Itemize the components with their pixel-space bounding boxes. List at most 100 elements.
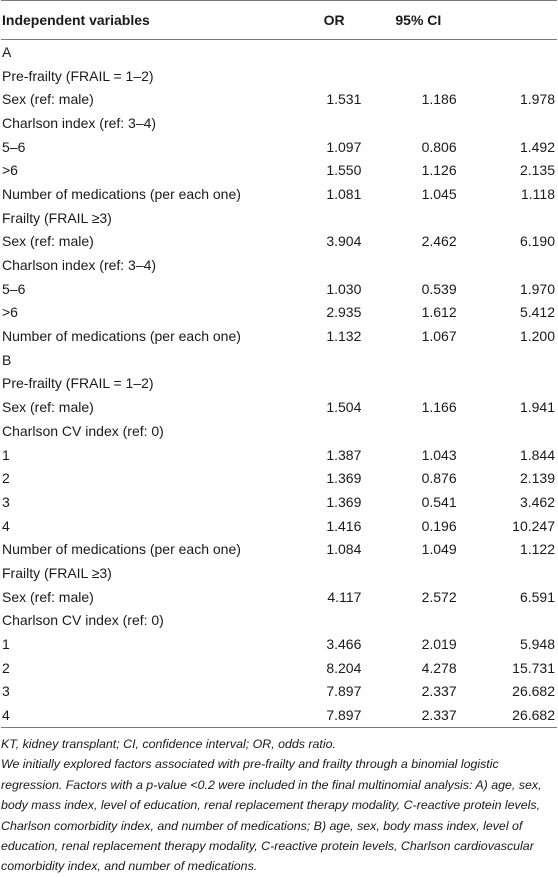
cell-or xyxy=(272,206,362,230)
cell-ci-lower: 1.612 xyxy=(421,304,457,321)
cell-ci-upper xyxy=(457,348,557,372)
cell-ci-upper xyxy=(457,609,557,633)
cell-ci-lower: 1.049 xyxy=(421,541,457,558)
table-row: Charlson index (ref: 3–4) xyxy=(1,253,557,277)
header-95-ci: 95% CI xyxy=(361,0,557,40)
cell-ci-lower xyxy=(361,111,456,135)
cell-ci-lower xyxy=(361,561,456,585)
table-row: Frailty (FRAIL ≥3) xyxy=(1,561,557,585)
cell-ci-upper xyxy=(457,419,557,443)
cell-ci-lower: 2.337 xyxy=(361,703,457,728)
cell-ci-upper: 3.462 xyxy=(519,493,555,510)
cell-ci-lower xyxy=(361,372,456,396)
table-row: Number of medications (per each one) 1.13… xyxy=(1,324,557,348)
cell-ci-upper xyxy=(457,111,557,135)
cell-ci-lower: 1.126 xyxy=(421,162,457,179)
cell-variable: Pre-frailty (FRAIL = 1–2) xyxy=(2,67,154,84)
cell-ci-upper: 26.682 xyxy=(512,683,555,700)
cell-ci-lower: 0.876 xyxy=(421,470,457,487)
cell-or: 1.387 xyxy=(326,446,362,463)
results-table: Independent variables OR 95% CI A Pre-fra… xyxy=(1,0,557,728)
cell-or: 4.117 xyxy=(327,588,362,605)
cell-ci-lower: 0.541 xyxy=(421,493,457,510)
cell-or: 1.081 xyxy=(326,185,362,202)
table-row: 5–6 1.097 0.806 1.492 xyxy=(1,135,557,159)
cell-variable: >6 xyxy=(2,304,18,321)
cell-ci-lower xyxy=(361,253,456,277)
cell-variable: Sex (ref: male) xyxy=(2,399,94,416)
cell-or xyxy=(272,40,362,64)
cell-or: 1.416 xyxy=(326,517,362,534)
cell-or xyxy=(272,348,362,372)
cell-variable: 3 xyxy=(2,683,10,700)
cell-or: 1.030 xyxy=(326,280,362,297)
cell-or xyxy=(272,64,362,88)
cell-or xyxy=(272,609,362,633)
cell-variable: Number of medications (per each one) xyxy=(2,328,241,345)
cell-ci-lower: 4.278 xyxy=(421,659,457,676)
cell-ci-lower: 2.462 xyxy=(421,233,457,250)
cell-ci-lower xyxy=(361,609,456,633)
cell-variable: Number of medications (per each one) xyxy=(2,541,241,558)
table-body: A Pre-frailty (FRAIL = 1–2) Sex (ref: male… xyxy=(1,40,557,728)
cell-or: 3.904 xyxy=(326,233,362,250)
table-row: Sex (ref: male) 1.531 1.186 1.978 xyxy=(1,87,557,111)
cell-ci-lower: 2.337 xyxy=(421,683,457,700)
cell-ci-upper xyxy=(457,253,557,277)
cell-ci-lower: 0.806 xyxy=(421,138,457,155)
cell-variable: Sex (ref: male) xyxy=(2,233,94,250)
cell-ci-upper: 5.412 xyxy=(519,304,555,321)
table-row: Sex (ref: male) 1.504 1.166 1.941 xyxy=(1,395,557,419)
table-row: >6 2.935 1.612 5.412 xyxy=(1,301,557,325)
cell-ci-lower: 0.539 xyxy=(421,280,457,297)
table-row: Charlson index (ref: 3–4) xyxy=(1,111,557,135)
table-row: Charlson CV index (ref: 0) xyxy=(1,419,557,443)
cell-or xyxy=(272,419,362,443)
cell-ci-upper xyxy=(457,206,557,230)
cell-ci-lower xyxy=(361,40,456,64)
cell-variable: 5–6 xyxy=(2,280,26,297)
header-or: OR xyxy=(271,0,362,40)
cell-variable: Charlson CV index (ref: 0) xyxy=(2,422,164,439)
cell-or: 8.204 xyxy=(326,659,362,676)
cell-variable: Charlson CV index (ref: 0) xyxy=(2,612,164,629)
table-row: A xyxy=(1,40,557,64)
table-row: Number of medications (per each one) 1.08… xyxy=(1,182,557,206)
cell-variable: Number of medications (per each one) xyxy=(2,185,241,202)
cell-ci-upper: 1.200 xyxy=(519,328,555,345)
table-header: Independent variables OR 95% CI xyxy=(1,0,557,40)
cell-ci-upper: 2.135 xyxy=(519,162,555,179)
cell-variable: Charlson index (ref: 3–4) xyxy=(2,114,157,131)
table-row: 1 3.466 2.019 5.948 xyxy=(1,632,557,656)
cell-or xyxy=(272,253,362,277)
cell-ci-upper: 1.978 xyxy=(519,91,555,108)
cell-ci-lower: 1.186 xyxy=(421,91,457,108)
cell-variable: Frailty (FRAIL ≥3) xyxy=(2,564,112,581)
table-footnotes: KT, kidney transplant; CI, confidence in… xyxy=(1,734,555,877)
cell-variable: 1 xyxy=(2,636,10,653)
cell-or: 1.504 xyxy=(326,399,362,416)
cell-or xyxy=(272,561,362,585)
cell-variable: Sex (ref: male) xyxy=(2,588,94,605)
table-row: >6 1.550 1.126 2.135 xyxy=(1,158,557,182)
footnote-description: We initially explored factors associated… xyxy=(1,757,542,874)
cell-ci-lower: 1.045 xyxy=(421,185,457,202)
cell-ci-upper xyxy=(457,372,557,396)
cell-variable: 1 xyxy=(2,446,10,463)
table-row: Pre-frailty (FRAIL = 1–2) xyxy=(1,64,557,88)
cell-ci-upper: 10.247 xyxy=(512,517,555,534)
cell-ci-upper: 26.682 xyxy=(456,703,557,728)
cell-or: 1.369 xyxy=(326,470,362,487)
cell-ci-lower xyxy=(361,348,456,372)
table-row: Pre-frailty (FRAIL = 1–2) xyxy=(1,372,557,396)
cell-ci-upper: 1.941 xyxy=(519,399,555,416)
cell-or: 1.132 xyxy=(326,328,362,345)
cell-variable: 4 xyxy=(2,517,10,534)
header-row: Independent variables OR 95% CI xyxy=(1,0,557,40)
cell-ci-lower: 1.166 xyxy=(421,399,457,416)
table-row: 2 8.204 4.278 15.731 xyxy=(1,656,557,680)
cell-ci-lower: 2.019 xyxy=(421,636,457,653)
cell-variable: >6 xyxy=(2,162,18,179)
table-row: Number of medications (per each one) 1.08… xyxy=(1,537,557,561)
